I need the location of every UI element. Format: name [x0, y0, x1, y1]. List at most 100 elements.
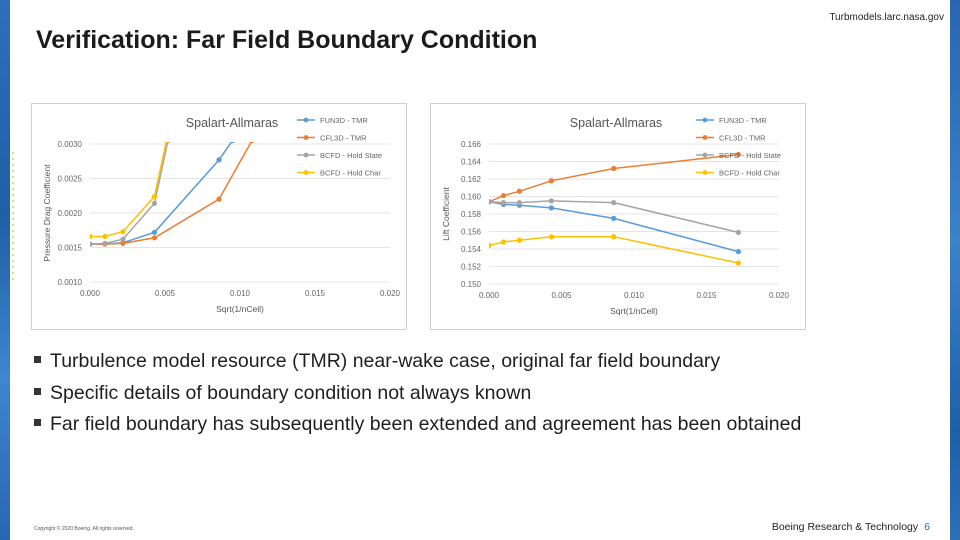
data-point: [735, 229, 741, 235]
x-axis-label: Sqrt(1/nCell): [610, 306, 658, 316]
legend-swatch-marker: [702, 117, 708, 123]
bullet-text: Specific details of boundary condition n…: [50, 381, 532, 404]
bullet-text: Far field boundary has subsequently been…: [50, 413, 802, 435]
data-point: [516, 237, 523, 243]
legend-swatch-marker: [303, 135, 309, 140]
data-point: [611, 200, 617, 206]
data-point: [230, 142, 235, 144]
data-point: [548, 234, 554, 240]
footer: Boeing Research & Technology 6: [772, 521, 930, 533]
series-line: [489, 235, 739, 264]
y-tick-label: 0.0015: [58, 244, 83, 253]
y-tick-label: 0.166: [461, 140, 482, 149]
x-tick-label: 0.010: [624, 291, 645, 300]
data-point: [611, 165, 617, 172]
left-edge-decoration: [0, 0, 10, 540]
data-point: [216, 157, 222, 163]
data-point: [90, 233, 93, 240]
legend-entry-label: BCFD - Hold Char: [320, 169, 381, 178]
data-point: [249, 142, 255, 144]
bullet-marker: [34, 356, 41, 364]
data-point: [735, 260, 741, 266]
legend-swatch-marker: [702, 170, 708, 175]
bullet-item: Far field boundary has subsequently been…: [34, 409, 801, 441]
y-tick-label: 0.160: [461, 193, 482, 202]
series-line: [489, 201, 739, 253]
chart-title: Spalart-Allmaras: [570, 116, 662, 130]
data-point: [216, 196, 222, 202]
data-point: [516, 188, 523, 194]
y-tick-label: 0.0020: [58, 209, 83, 218]
page-number: 6: [924, 521, 930, 533]
bullet-item: Specific details of boundary condition n…: [34, 378, 801, 410]
data-point: [500, 193, 507, 199]
y-axis-label: Lift Coefficient: [441, 187, 451, 241]
legend-entry-label: BCFD - Hold Char: [719, 169, 780, 178]
series-line: [489, 153, 739, 203]
legend-entry-label: CFL3D - TMR: [719, 134, 766, 143]
plot-area: [489, 151, 741, 266]
data-point: [489, 242, 492, 249]
x-tick-label: 0.015: [696, 291, 717, 300]
y-tick-label: 0.0030: [58, 140, 83, 149]
data-point: [151, 235, 158, 241]
series-line: [90, 142, 233, 245]
right-edge-decoration: [950, 0, 960, 540]
drag-chart-svg: 0.0010 0.0015 0.0020 0.0025 0.0030 0.000 0.005…: [42, 116, 401, 314]
data-point: [735, 249, 741, 255]
x-tick-label: 0.015: [305, 289, 326, 298]
data-point: [548, 205, 554, 211]
x-tick-label: 0.000: [479, 291, 500, 300]
lift-chart: 0.150 0.152 0.154 0.156 0.158 0.160 0.162 0.164…: [430, 103, 806, 330]
lift-chart-svg: 0.150 0.152 0.154 0.156 0.158 0.160 0.162 0.164…: [441, 116, 790, 316]
x-tick-label: 0.010: [230, 289, 251, 298]
dot-pattern-decoration: [10, 150, 18, 280]
data-point: [120, 240, 126, 246]
bullet-marker: [34, 419, 41, 427]
footer-org: Boeing Research & Technology: [771, 521, 919, 533]
y-tick-label: 0.162: [461, 175, 482, 184]
legend-entry-label: FUN3D - TMR: [719, 116, 767, 125]
data-point: [151, 193, 158, 200]
copyright-notice: Copyright © 2020 Boeing. All rights rese…: [34, 526, 134, 532]
y-tick-label: 0.0010: [58, 278, 83, 287]
plot-area: [90, 142, 255, 247]
series-line: [90, 142, 169, 245]
data-point: [500, 200, 507, 206]
legend-entry-label: CFL3D - TMR: [320, 134, 367, 143]
data-point: [164, 142, 169, 144]
x-axis-label: Sqrt(1/nCell): [216, 304, 264, 314]
legend-swatch-marker: [303, 170, 309, 175]
data-point: [516, 200, 523, 206]
data-point: [151, 229, 158, 235]
y-tick-label: 0.150: [461, 280, 482, 289]
bullet-marker: [34, 387, 41, 395]
data-point: [102, 233, 108, 240]
bullet-item: Turbulence model resource (TMR) near-wak…: [34, 346, 801, 378]
legend-swatch-marker: [702, 152, 708, 158]
bullet-list: Turbulence model resource (TMR) near-wak…: [34, 346, 801, 441]
slide-title: Verification: Far Field Boundary Conditi…: [36, 26, 538, 54]
y-tick-label: 0.158: [461, 210, 482, 219]
legend-swatch-marker: [702, 135, 708, 140]
legend-entry-label: BCFD - Hold State: [320, 151, 382, 160]
source-link: Turbmodels.larc.nasa.gov: [829, 12, 944, 23]
data-point: [611, 234, 617, 240]
x-tick-label: 0.020: [380, 289, 401, 298]
data-point: [120, 236, 126, 242]
legend-swatch-marker: [303, 117, 309, 123]
data-point: [120, 229, 126, 235]
data-point: [489, 199, 492, 205]
chart-title: Spalart-Allmaras: [186, 116, 278, 130]
y-axis-label: Pressure Drag Coefficient: [42, 164, 52, 262]
legend-entry-label: BCFD - Hold State: [719, 151, 781, 160]
legend-entry-label: FUN3D - TMR: [320, 116, 368, 125]
y-tick-label: 0.154: [461, 245, 482, 254]
data-point: [611, 215, 617, 221]
y-tick-label: 0.0025: [58, 175, 83, 184]
x-tick-label: 0.020: [769, 291, 790, 300]
data-point: [548, 178, 554, 184]
drag-chart: 0.0010 0.0015 0.0020 0.0025 0.0030 0.000 0.005…: [31, 103, 407, 330]
data-point: [90, 241, 93, 247]
data-point: [151, 200, 158, 206]
